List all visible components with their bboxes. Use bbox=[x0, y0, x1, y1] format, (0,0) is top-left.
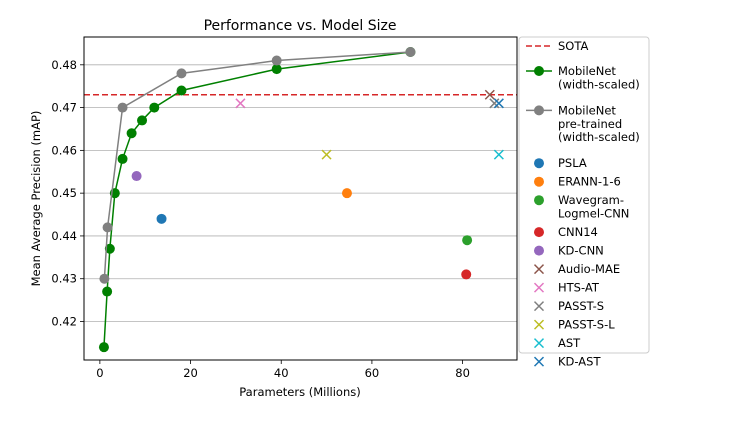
series-0-point bbox=[137, 115, 148, 126]
series-0-point bbox=[176, 85, 187, 96]
point-4 bbox=[131, 171, 142, 182]
y-axis-label: Mean Average Precision (mAP) bbox=[29, 111, 43, 287]
legend-point-9 bbox=[533, 338, 545, 349]
plot-frame bbox=[83, 36, 518, 361]
legend-label: MobileNet bbox=[558, 103, 616, 117]
series-line-1 bbox=[103, 51, 411, 279]
legend-label: CNN14 bbox=[558, 225, 598, 239]
series-0-point bbox=[98, 342, 109, 353]
series-0-point bbox=[104, 243, 115, 254]
series-0-point bbox=[271, 64, 282, 75]
y-tick-label: 0.43 bbox=[51, 272, 77, 286]
legend-label: (width-scaled) bbox=[558, 130, 640, 144]
legend-point-2 bbox=[534, 195, 544, 206]
series-1-point bbox=[271, 55, 282, 66]
legend-label: KD-AST bbox=[558, 355, 601, 369]
point-8 bbox=[321, 149, 332, 160]
x-tick-label: 80 bbox=[455, 366, 470, 380]
legend-label: MobileNet bbox=[558, 64, 616, 78]
x-tick-label: 0 bbox=[96, 366, 103, 380]
series-0-point bbox=[117, 153, 128, 164]
legend-point-10 bbox=[533, 356, 545, 367]
point-6-stroke-b bbox=[235, 98, 246, 109]
point-10 bbox=[493, 98, 504, 109]
legend-label: PASST-S-L bbox=[558, 318, 615, 332]
legend-point-10-stroke-b bbox=[533, 356, 545, 367]
legend-label: PSLA bbox=[558, 156, 587, 170]
grid-layer bbox=[84, 64, 517, 322]
point-5-stroke-b bbox=[484, 89, 495, 100]
series-1-point bbox=[176, 68, 187, 79]
legend-point-5-stroke-b bbox=[533, 264, 545, 275]
series-0-point bbox=[149, 102, 160, 113]
series-0-point bbox=[102, 286, 113, 297]
legend-label: ERANN-1-6 bbox=[558, 175, 621, 189]
point-9-stroke-b bbox=[493, 149, 504, 160]
legend-label: (width-scaled) bbox=[558, 77, 640, 91]
point-10-stroke-b bbox=[493, 98, 504, 109]
legend-label: AST bbox=[558, 336, 581, 350]
legend-point-1 bbox=[534, 176, 544, 187]
y-tick-label: 0.44 bbox=[51, 229, 77, 243]
legend-label: Wavegram- bbox=[558, 193, 624, 207]
point-0 bbox=[156, 213, 167, 224]
point-7 bbox=[489, 98, 500, 109]
legend-point-3 bbox=[534, 227, 544, 238]
legend-label: pre-trained bbox=[558, 117, 622, 131]
legend-frame bbox=[518, 36, 650, 354]
legend-label: KD-CNN bbox=[558, 244, 604, 258]
legend-label: Audio-MAE bbox=[558, 262, 620, 276]
legend-label: PASST-S bbox=[558, 299, 604, 313]
series-0-point bbox=[126, 128, 137, 139]
point-2 bbox=[462, 235, 473, 246]
point-7-stroke-b bbox=[489, 98, 500, 109]
legend-label: SOTA bbox=[558, 39, 588, 53]
ticks-layer: 0.42 0.43 0.44 0.45 0.46 0.47 0.48 0 20 40 60 80 bbox=[51, 58, 470, 380]
series-line-0 bbox=[103, 51, 411, 348]
legend-marker-0 bbox=[534, 66, 544, 76]
x-axis-label: Parameters (Millions) bbox=[239, 385, 360, 399]
legend-point-6 bbox=[533, 282, 545, 293]
x-tick-label: 60 bbox=[365, 366, 380, 380]
legend-point-5 bbox=[533, 264, 545, 275]
legend-point-0 bbox=[534, 158, 544, 169]
y-tick-label: 0.48 bbox=[51, 58, 77, 72]
series-1-point bbox=[117, 102, 128, 113]
legend-point-7 bbox=[533, 301, 545, 312]
legend: SOTAMobileNet(width-scaled)MobileNetpre-… bbox=[518, 36, 650, 369]
legend-point-4 bbox=[534, 245, 544, 256]
legend-marker-1 bbox=[534, 105, 544, 116]
series-1-point bbox=[405, 46, 416, 57]
point-6 bbox=[235, 98, 246, 109]
legend-label: Logmel-CNN bbox=[558, 207, 629, 221]
legend-point-9-stroke-b bbox=[533, 338, 545, 349]
x-tick-label: 20 bbox=[183, 366, 198, 380]
x-tick-label: 40 bbox=[274, 366, 289, 380]
points-layer bbox=[131, 89, 504, 280]
point-3 bbox=[461, 269, 472, 280]
legend-point-8-stroke-b bbox=[533, 319, 545, 330]
point-5 bbox=[484, 89, 495, 100]
point-8-stroke-b bbox=[321, 149, 332, 160]
y-tick-label: 0.46 bbox=[51, 143, 77, 157]
point-1 bbox=[341, 188, 352, 199]
legend-point-7-stroke-b bbox=[533, 301, 545, 312]
series-layer bbox=[98, 46, 416, 353]
legend-point-8 bbox=[533, 319, 545, 330]
y-tick-label: 0.47 bbox=[51, 101, 77, 115]
series-1-point bbox=[102, 222, 113, 233]
y-tick-label: 0.45 bbox=[51, 186, 77, 200]
series-1-point bbox=[99, 273, 110, 284]
y-tick-label: 0.42 bbox=[51, 314, 77, 328]
point-9 bbox=[493, 149, 504, 160]
chart-title: Performance vs. Model Size bbox=[204, 18, 397, 34]
legend-point-6-stroke-b bbox=[533, 282, 545, 293]
legend-label: HTS-AT bbox=[558, 281, 600, 295]
